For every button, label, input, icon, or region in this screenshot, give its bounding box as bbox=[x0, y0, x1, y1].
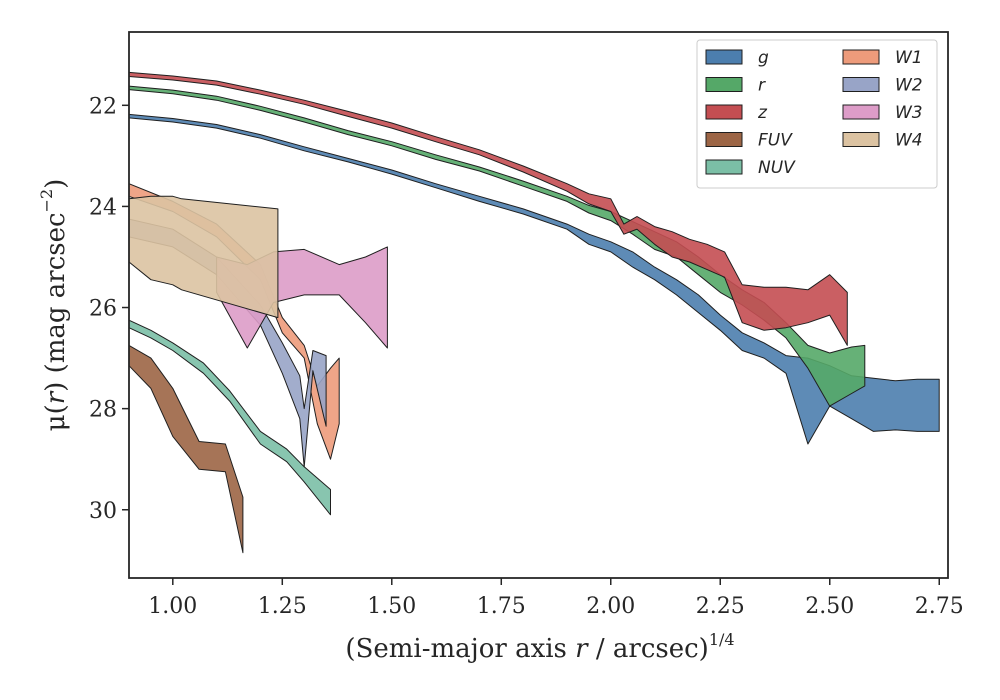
band-nuv bbox=[129, 319, 331, 516]
y-tick-label: 30 bbox=[89, 499, 117, 524]
y-tick-label: 26 bbox=[89, 297, 117, 322]
x-tick-label: 1.00 bbox=[148, 594, 197, 619]
series-bands bbox=[129, 71, 940, 554]
y-axis-title-rest: ) (mag arcsec bbox=[41, 212, 71, 391]
band-fuv bbox=[129, 344, 244, 554]
y-tick-label: 28 bbox=[89, 398, 117, 423]
x-tick-label: 1.75 bbox=[477, 594, 526, 619]
legend-label-w4: W4 bbox=[895, 131, 923, 151]
legend-label-g: g bbox=[758, 48, 769, 68]
x-axis-title-main: (Semi-major axis bbox=[345, 634, 575, 664]
y-tick-label: 22 bbox=[89, 94, 117, 119]
x-axis-title-var: r bbox=[575, 634, 589, 664]
x-tick-label: 2.50 bbox=[805, 594, 854, 619]
legend-label-w3: W3 bbox=[895, 103, 923, 123]
legend-label-w1: W1 bbox=[895, 48, 923, 68]
legend-swatch-fuv bbox=[705, 132, 743, 147]
x-tick-label: 1.50 bbox=[367, 594, 416, 619]
x-axis-title-rest: / arcsec) bbox=[588, 634, 709, 664]
x-axis: 1.00 1.25 1.50 1.75 2.00 2.25 2.50 2.75 bbox=[148, 578, 964, 619]
legend-label-nuv: NUV bbox=[758, 158, 796, 178]
y-tick-label: 24 bbox=[89, 195, 117, 220]
legend-swatch-g bbox=[705, 49, 743, 65]
x-axis-title-sup: 1/4 bbox=[709, 630, 735, 649]
legend-swatch-z bbox=[705, 104, 743, 120]
y-axis-title: μ(r) (mag arcsec−2) bbox=[37, 179, 71, 432]
x-tick-label: 2.25 bbox=[696, 594, 745, 619]
legend-swatch-w4 bbox=[842, 132, 880, 147]
band-g bbox=[129, 113, 940, 445]
x-tick-label: 1.25 bbox=[258, 594, 307, 619]
band-z bbox=[129, 71, 848, 346]
legend-label-fuv: FUV bbox=[758, 131, 793, 151]
legend-label-z: z bbox=[757, 103, 768, 123]
y-axis-title-main: μ( bbox=[41, 404, 71, 431]
x-axis-title: (Semi-major axis r / arcsec)1/4 bbox=[345, 630, 734, 664]
legend-swatch-w1 bbox=[842, 49, 880, 65]
band-w4 bbox=[129, 195, 279, 319]
y-axis-title-sup: −2 bbox=[37, 189, 56, 213]
y-axis: 22 24 26 28 30 bbox=[89, 94, 129, 524]
x-tick-label: 2.00 bbox=[586, 594, 635, 619]
legend-swatch-r bbox=[705, 77, 743, 92]
legend-swatch-w3 bbox=[842, 104, 880, 120]
legend-label-r: r bbox=[758, 76, 766, 96]
y-axis-title-var: r bbox=[41, 390, 71, 404]
band-r bbox=[129, 85, 866, 407]
legend-swatch-nuv bbox=[705, 159, 743, 175]
x-tick-label: 2.75 bbox=[915, 594, 964, 619]
y-axis-title-close: ) bbox=[41, 179, 71, 189]
legend: grz FUV NUV W1 W2 W3 W4 bbox=[696, 39, 938, 189]
legend-label-w2: W2 bbox=[895, 76, 923, 96]
plot-frame bbox=[128, 31, 949, 579]
legend-swatch-w2 bbox=[842, 77, 880, 92]
